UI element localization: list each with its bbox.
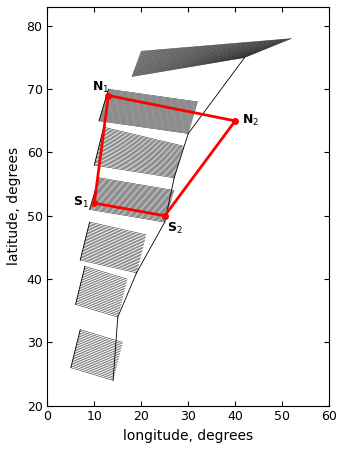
X-axis label: longitude, degrees: longitude, degrees <box>123 429 253 443</box>
Text: N$_2$: N$_2$ <box>242 113 259 128</box>
Text: N$_1$: N$_1$ <box>92 80 109 94</box>
Text: S$_1$: S$_1$ <box>73 195 89 211</box>
Text: S$_2$: S$_2$ <box>167 220 183 236</box>
Y-axis label: latitude, degrees: latitude, degrees <box>7 147 21 266</box>
